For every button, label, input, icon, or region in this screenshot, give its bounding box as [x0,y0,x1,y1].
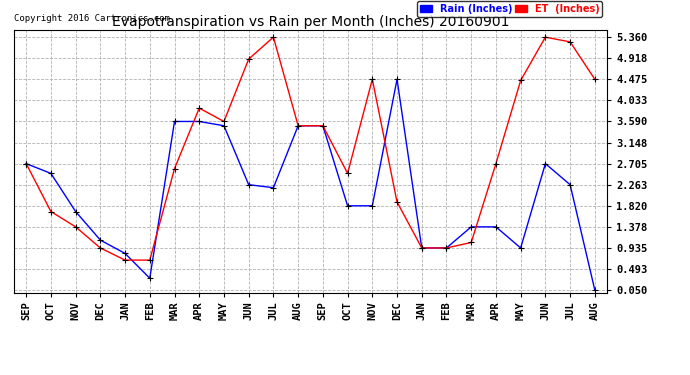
Text: Copyright 2016 Cartronics.com: Copyright 2016 Cartronics.com [14,14,170,23]
Title: Evapotranspiration vs Rain per Month (Inches) 20160901: Evapotranspiration vs Rain per Month (In… [112,15,509,29]
Legend: Rain (Inches), ET  (Inches): Rain (Inches), ET (Inches) [417,1,602,16]
